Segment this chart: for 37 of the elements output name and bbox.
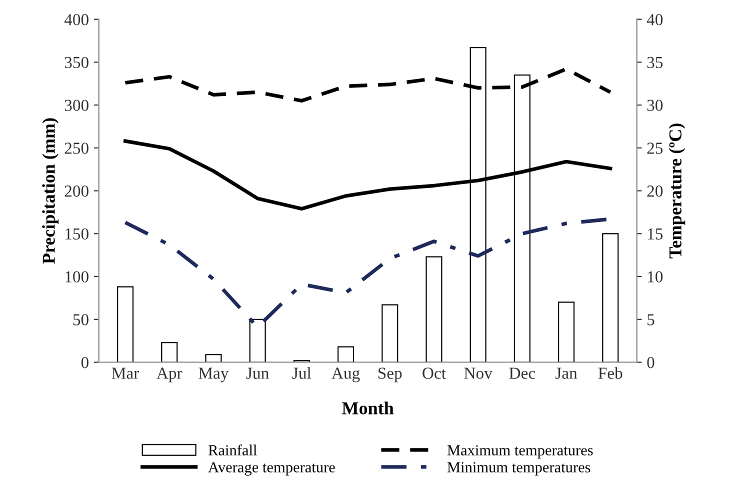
legend-label: Minimum temperatures: [447, 462, 590, 476]
legend-label: Maximum temperatures: [447, 445, 593, 459]
x-tick-label: Nov: [464, 368, 492, 379]
y2-tick-label: 0: [647, 356, 654, 368]
x-tick-label: Dec: [509, 368, 536, 379]
y2-axis-title: Temperature (ºC): [668, 124, 686, 258]
y2-tick-label: 10: [648, 271, 663, 282]
y2-tick-label: 5: [648, 314, 654, 326]
y2-tick-label: 30: [647, 100, 663, 111]
y-tick-label: 50: [73, 314, 88, 326]
y-axis-title: Precipitation (mm): [42, 118, 59, 264]
x-tick-label: Feb: [598, 367, 622, 379]
x-axis-title: Month: [342, 402, 394, 414]
y2-tick-label: 20: [647, 185, 663, 197]
legend-label: Rainfall: [208, 444, 257, 456]
x-tick-label: May: [198, 368, 229, 382]
y-tick-label: 100: [66, 271, 88, 282]
y2-tick-label: 25: [647, 142, 663, 154]
x-tick-label: Jul: [292, 367, 312, 379]
x-tick-label: Mar: [112, 368, 140, 379]
x-tick-label: Sep: [378, 368, 402, 382]
legend-label: Average temperature: [208, 462, 335, 476]
y-tick-label: 0: [81, 356, 88, 368]
y2-tick-label: 35: [647, 56, 663, 68]
y-tick-label: 250: [64, 142, 88, 154]
y-tick-label: 350: [64, 56, 88, 68]
y-tick-label: 400: [64, 14, 88, 26]
x-tick-label: Apr: [156, 368, 182, 382]
y2-tick-label: 40: [646, 14, 663, 26]
x-tick-label: Aug: [332, 368, 360, 382]
y-tick-label: 300: [64, 100, 88, 111]
x-tick-label: Oct: [422, 368, 446, 379]
x-tick-label: Jan: [556, 368, 578, 379]
y-tick-label: 150: [66, 228, 88, 240]
x-tick-label: Jun: [246, 368, 269, 379]
y-tick-label: 200: [64, 185, 88, 197]
y2-tick-label: 15: [648, 228, 663, 240]
